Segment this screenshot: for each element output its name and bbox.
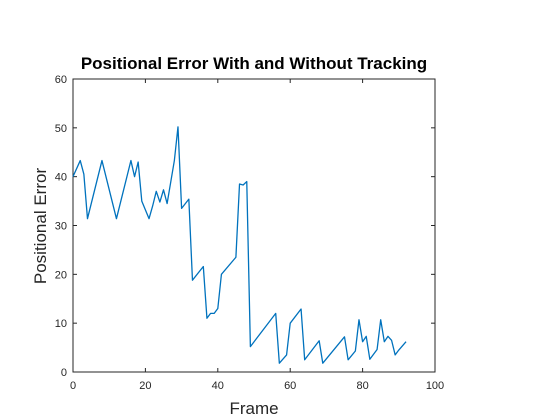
chart-title: Positional Error With and Without Tracki… [81,54,427,73]
x-tick-label: 20 [139,380,151,392]
y-tick-label: 50 [55,123,67,135]
y-tick-label: 0 [61,367,67,379]
y-tick-label: 10 [55,318,67,330]
y-tick-label: 60 [55,74,67,86]
plot-area [73,79,435,372]
x-tick-label: 80 [356,380,368,392]
x-tick-label: 100 [426,380,444,392]
y-tick-label: 20 [55,269,67,281]
x-tick-label: 0 [70,380,76,392]
y-axis-label: Positional Error [31,168,50,285]
x-tick-label: 40 [212,380,224,392]
x-axis-label: Frame [229,399,278,418]
y-tick-label: 30 [55,221,67,233]
y-tick-label: 40 [55,172,67,184]
x-tick-label: 60 [284,380,296,392]
